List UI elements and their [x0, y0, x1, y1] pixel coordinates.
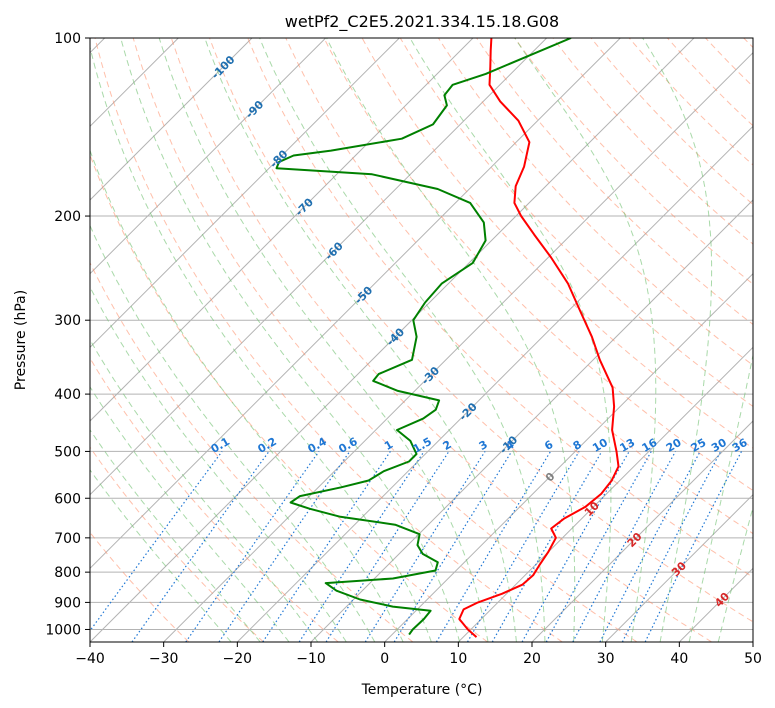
- mixing-ratio-line: [218, 451, 351, 642]
- mixing-ratio-line: [644, 451, 743, 642]
- plot-frame: [89, 37, 754, 643]
- moist-adiabat: [90, 149, 404, 642]
- y-tick-label: 300: [54, 313, 81, 329]
- y-tick-label: 600: [54, 491, 81, 507]
- moist-adiabat: [90, 469, 232, 642]
- isotherm-line: [90, 38, 400, 349]
- moist-adiabat: [409, 38, 612, 642]
- y-tick-label: 400: [54, 387, 81, 403]
- dry-adiabat: [170, 38, 712, 642]
- moist-adiabat: [120, 38, 461, 642]
- isotherm-line: [90, 38, 548, 496]
- isotherm-line: [457, 346, 753, 642]
- moist-adiabat: [326, 38, 576, 642]
- dry-adiabat: [90, 446, 264, 642]
- y-tick-label: 1000: [45, 622, 81, 638]
- moist-adiabat: [90, 224, 376, 642]
- mixing-ratio-line: [572, 451, 677, 642]
- x-tick-label: −20: [223, 651, 253, 667]
- isotherm-line: [163, 51, 753, 642]
- y-tick-label: 900: [54, 595, 81, 611]
- dry-adiabat: [90, 261, 414, 642]
- isotherm-lines: [90, 38, 753, 642]
- dry-adiabat: [94, 38, 563, 642]
- dry-adiabat: [514, 38, 753, 285]
- temperature-line: [458, 38, 620, 638]
- moist-adiabat: [90, 338, 319, 642]
- dry-adiabat: [285, 38, 753, 535]
- mixing-ratio-line: [90, 451, 223, 632]
- x-tick-label: −10: [296, 651, 326, 667]
- x-tick-label: 40: [670, 651, 688, 667]
- dry-adiabat: [323, 38, 753, 492]
- dry-adiabats: [90, 38, 753, 642]
- mixing-ratio-line: [621, 451, 722, 642]
- x-tick-label: −40: [75, 651, 105, 667]
- chart-title: wetPf2_C2E5.2021.334.15.18.G08: [285, 12, 559, 32]
- y-axis: 1000 900 800 700 600 500 400 300 200 100: [45, 31, 90, 638]
- isotherm-line: [90, 38, 253, 201]
- mixing-ratio-line: [325, 451, 450, 642]
- moist-adiabat: [90, 429, 261, 642]
- isotherm-line: [384, 272, 753, 642]
- x-axis: −40 −30 −20 −10 0 10 20 30 40 50: [75, 642, 762, 667]
- x-tick-label: 30: [597, 651, 615, 667]
- isotherm-line: [236, 125, 753, 642]
- mixing-ratio-line: [298, 451, 425, 642]
- mixing-ratio-line: [521, 451, 630, 642]
- moist-adiabats: [90, 38, 753, 642]
- moist-adiabat: [158, 38, 489, 642]
- mixing-ratio-line: [545, 451, 652, 642]
- moist-adiabat: [514, 38, 657, 642]
- x-tick-label: 20: [523, 651, 541, 667]
- mixing-ratio-line: [131, 451, 270, 642]
- y-tick-label: 700: [54, 531, 81, 547]
- dry-adiabat: [209, 38, 753, 623]
- mixing-ratio-lines: [90, 451, 743, 642]
- y-tick-label: 100: [54, 31, 81, 47]
- moist-adiabat: [688, 353, 753, 642]
- y-axis-title: Pressure (hPa): [13, 290, 29, 390]
- dry-adiabat: [90, 357, 339, 642]
- mixing-ratio-line: [185, 451, 320, 642]
- y-tick-label: 500: [54, 444, 81, 460]
- moist-adiabat: [717, 505, 753, 642]
- isotherm-line: [90, 38, 695, 642]
- moist-adiabat: [90, 45, 432, 642]
- moist-adiabat: [642, 38, 713, 642]
- x-tick-label: 10: [449, 651, 467, 667]
- isotherm-line: [90, 38, 474, 422]
- mixing-ratio-line: [393, 451, 513, 642]
- x-tick-label: 50: [744, 651, 762, 667]
- isotherm-line: [90, 38, 327, 275]
- isotherm-line: [605, 493, 753, 642]
- x-tick-label: −30: [149, 651, 179, 667]
- isotherm-line: [90, 38, 621, 570]
- mixing-ratio-line: [262, 451, 391, 642]
- y-tick-label: 200: [54, 209, 81, 225]
- moist-adiabat: [204, 38, 517, 642]
- y-tick-label: 800: [54, 565, 81, 581]
- moist-adiabat: [90, 286, 347, 642]
- x-tick-label: 0: [380, 651, 389, 667]
- moist-adiabat: [259, 38, 546, 642]
- moist-adiabat: [90, 385, 290, 642]
- dry-adiabat: [476, 38, 753, 326]
- x-axis-title: Temperature (°C): [361, 682, 483, 698]
- dry-adiabat: [132, 38, 638, 642]
- dry-adiabat: [247, 38, 753, 578]
- isotherm-line: [531, 420, 753, 642]
- sounding-series: [275, 38, 620, 638]
- dewpoint-line: [275, 38, 572, 636]
